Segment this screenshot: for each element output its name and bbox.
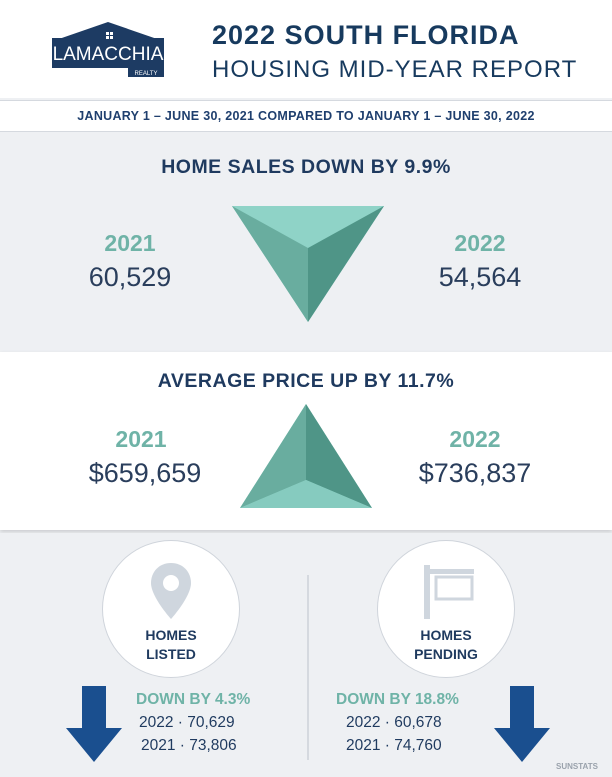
- location-pin-icon: [151, 563, 191, 619]
- logo-sub: REALTY: [135, 71, 158, 77]
- logo-wordmark: LAMACCHIA: [53, 44, 164, 65]
- homes-pending-down-arrow-icon: [494, 686, 550, 762]
- lamacchia-logo: LAMACCHIA REALTY: [52, 22, 164, 77]
- home-sales-heading: HOME SALES DOWN BY 9.9%: [161, 156, 451, 178]
- report-title: 2022 SOUTH FLORIDA: [212, 20, 520, 50]
- homes-pending-label-line2: PENDING: [414, 646, 478, 662]
- homes-pending-label-line1: HOMES: [420, 627, 472, 643]
- homes-listed-badge: HOMES LISTED: [102, 540, 240, 678]
- average-price-section: AVERAGE PRICE UP BY 11.7% 2021 $659,659 …: [0, 352, 612, 530]
- homes-listed-2021: 2021 · 73,806: [141, 737, 237, 754]
- homes-listed-2022: 2022 · 70,629: [139, 714, 235, 731]
- average-price-heading: AVERAGE PRICE UP BY 11.7%: [157, 370, 455, 392]
- homes-listed-down-arrow-icon: [66, 686, 122, 762]
- home-sales-section: HOME SALES DOWN BY 9.9% 2021 60,529 2022…: [0, 138, 612, 348]
- average-price-value-2022: $736,837: [418, 458, 532, 488]
- report-header: LAMACCHIA REALTY 2022 SOUTH FLORIDA HOUS…: [0, 0, 612, 98]
- homes-pending-2022: 2022 · 60,678: [346, 714, 442, 731]
- average-price-value-2021: $659,659: [88, 458, 202, 488]
- homes-pending-change: DOWN BY 18.8%: [336, 691, 459, 708]
- up-triangle-icon: [240, 404, 372, 508]
- homes-listed-label-line1: HOMES: [145, 627, 197, 643]
- home-sales-year-2021: 2021: [104, 230, 156, 256]
- column-divider: [307, 575, 309, 760]
- report-subtitle: HOUSING MID-YEAR REPORT: [212, 56, 578, 83]
- homes-listed-change: DOWN BY 4.3%: [136, 691, 251, 708]
- date-range-band: JANUARY 1 – JUNE 30, 2021 COMPARED TO JA…: [0, 100, 612, 132]
- homes-pending-2021: 2021 · 74,760: [346, 737, 442, 754]
- home-sales-value-2022: 54,564: [438, 262, 522, 292]
- average-price-year-2021: 2021: [115, 426, 167, 452]
- average-price-year-2022: 2022: [449, 426, 501, 452]
- for-sale-sign-icon: [424, 565, 474, 619]
- homes-pending-badge: HOMES PENDING: [377, 540, 515, 678]
- homes-listed-label-line2: LISTED: [146, 646, 196, 662]
- home-sales-value-2021: 60,529: [88, 262, 172, 292]
- down-triangle-icon: [232, 206, 384, 322]
- source-credit: SUNSTATS: [556, 762, 598, 771]
- home-sales-year-2022: 2022: [454, 230, 506, 256]
